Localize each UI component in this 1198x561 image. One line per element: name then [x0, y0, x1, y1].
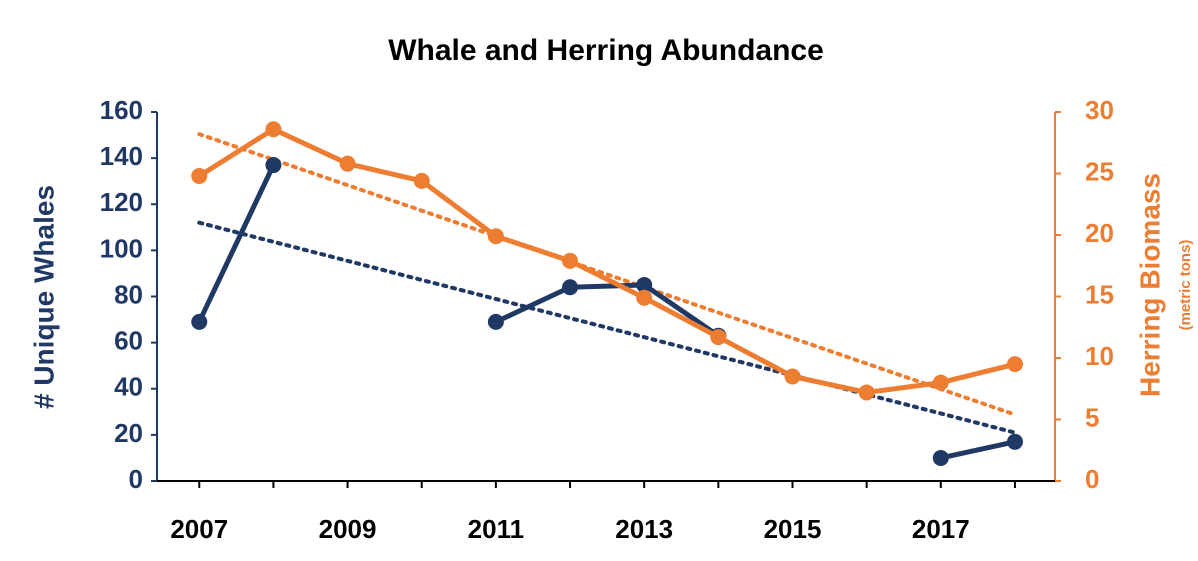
trendline — [197, 220, 1017, 435]
series-line — [197, 163, 276, 323]
x-tick-label: 2017 — [912, 514, 970, 544]
series-point — [932, 449, 949, 466]
y-tick-label: 80 — [114, 279, 143, 309]
series-point — [784, 368, 801, 385]
series-point — [858, 384, 875, 401]
y-axis-title: # Unique Whales — [28, 185, 59, 409]
series-point — [191, 313, 208, 330]
y2-axis-subtitle: (metric tons) — [1177, 240, 1194, 331]
series-point — [265, 157, 282, 174]
y-tick-label: 60 — [114, 326, 143, 356]
series-point — [932, 374, 949, 391]
series-point — [413, 172, 430, 189]
series-point — [1006, 356, 1023, 373]
series-point — [339, 155, 356, 172]
series-point — [710, 329, 727, 346]
x-tick-label: 2013 — [615, 514, 673, 544]
y-tick-label: 0 — [129, 464, 143, 494]
y-tick-label: 160 — [100, 95, 143, 125]
y-tick-label: 40 — [114, 372, 143, 402]
series-point — [562, 252, 579, 269]
x-tick-label: 2011 — [468, 514, 524, 544]
y-tick-label: 140 — [100, 141, 143, 171]
series-point — [1006, 433, 1023, 450]
chart-title: Whale and Herring Abundance — [388, 34, 824, 67]
y-tick-label: 120 — [100, 187, 143, 217]
y2-axis-title: Herring Biomass — [1134, 173, 1165, 397]
y2-tick-label: 5 — [1085, 402, 1099, 432]
series-point — [636, 289, 653, 306]
series-point — [636, 276, 653, 293]
x-tick-label: 2015 — [764, 514, 822, 544]
y2-tick-label: 25 — [1085, 156, 1114, 186]
series-line — [197, 126, 1016, 395]
series-line — [940, 439, 1016, 461]
x-tick-label: 2009 — [319, 514, 377, 544]
y2-tick-label: 30 — [1085, 95, 1114, 125]
x-tick-label: 2007 — [170, 514, 228, 544]
y2-tick-label: 20 — [1085, 218, 1114, 248]
series-line — [494, 282, 720, 338]
series-point — [265, 121, 282, 138]
trendline — [197, 132, 1017, 417]
y-tick-label: 20 — [114, 418, 143, 448]
y-tick-label: 100 — [100, 233, 143, 263]
y2-tick-label: 10 — [1085, 341, 1114, 371]
series-point — [191, 167, 208, 184]
y2-tick-label: 0 — [1085, 464, 1099, 494]
series-point — [562, 279, 579, 296]
y2-tick-label: 15 — [1085, 279, 1114, 309]
series-point — [487, 313, 504, 330]
series-point — [487, 228, 504, 245]
